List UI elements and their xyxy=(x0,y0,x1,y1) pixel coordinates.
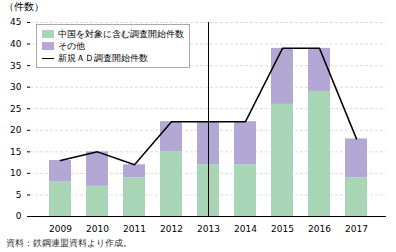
svg-text:2017: 2017 xyxy=(345,224,368,234)
svg-text:2013: 2013 xyxy=(197,224,220,234)
svg-text:2011: 2011 xyxy=(123,224,146,234)
svg-text:2016: 2016 xyxy=(308,224,331,234)
html-text:資料：鉄鋼連盟資料より作成。: 資料：鉄鋼連盟資料より作成。 xyxy=(6,238,132,248)
svg-text:30: 30 xyxy=(10,82,22,92)
svg-text:20: 20 xyxy=(10,125,22,135)
html-text:中国を対象に含む調査開始件数: 中国を対象に含む調査開始件数 xyxy=(58,29,184,39)
svg-text:10: 10 xyxy=(10,168,22,178)
svg-text:2014: 2014 xyxy=(234,224,257,234)
html-text:その他: その他 xyxy=(58,41,85,51)
svg-text:45: 45 xyxy=(10,17,21,27)
svg-text:35: 35 xyxy=(10,60,21,70)
html-text:（件数）: （件数） xyxy=(4,1,44,12)
svg-text:40: 40 xyxy=(10,39,22,49)
svg-text:2012: 2012 xyxy=(160,224,183,234)
svg-text:0: 0 xyxy=(16,211,22,221)
svg-text:15: 15 xyxy=(10,147,21,157)
svg-text:5: 5 xyxy=(16,190,22,200)
svg-text:2015: 2015 xyxy=(271,224,294,234)
svg-text:2009: 2009 xyxy=(49,224,72,234)
svg-text:25: 25 xyxy=(10,104,21,114)
svg-text:2010: 2010 xyxy=(86,224,109,234)
html-text:新規ＡＤ調査開始件数: 新規ＡＤ調査開始件数 xyxy=(58,53,148,63)
